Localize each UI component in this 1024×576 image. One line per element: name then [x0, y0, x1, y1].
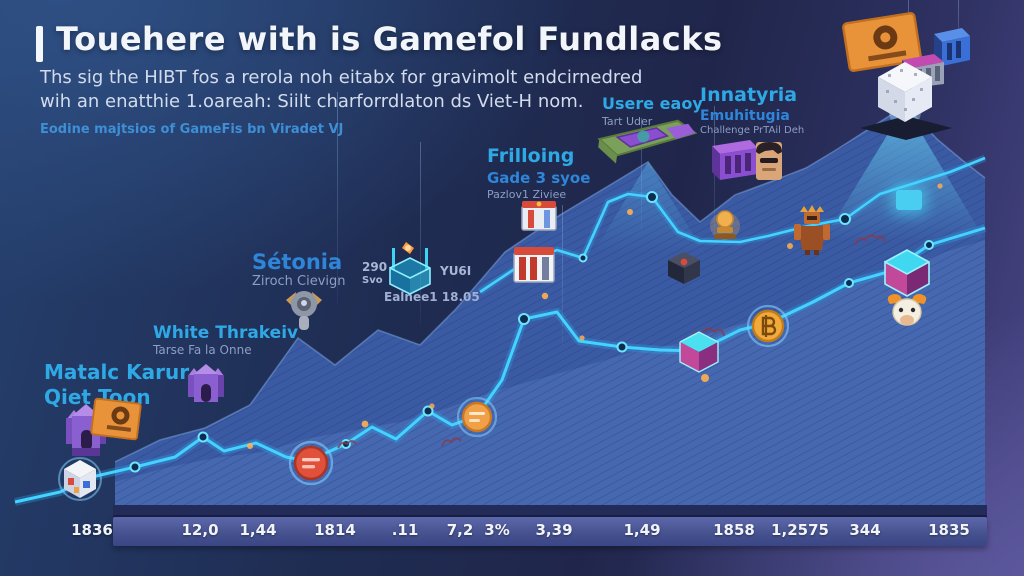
holo-label-bottom: Ealnee1 18.05: [384, 290, 480, 304]
subtitle-line2: wih an enatthie 1.oareah: Siilt charforr…: [40, 91, 584, 113]
callout-usere: Usere eaoy Tart Uder: [602, 94, 703, 129]
axis-tick-label: 1,49: [623, 521, 661, 539]
callout-setonia: Sétonia Ziroch Cievign: [252, 250, 346, 289]
subtitle-line1: Ths sig the HIBT fos a rerola noh eitabx…: [40, 67, 643, 88]
plot-base-strip: [113, 505, 987, 518]
callout-usere-line2: Tart Uder: [602, 114, 653, 128]
summit-halo: [889, 96, 921, 128]
callout-innatyria-line1: Innatyria: [700, 84, 798, 106]
connector-line: [641, 118, 642, 230]
callout-setonia-line2: Ziroch Cievign: [252, 274, 346, 289]
callout-innatyria-line3: Challenge PrTAil Deh: [700, 125, 805, 137]
subtitle: Ths sig the HIBT fos a rerola noh eitabx…: [40, 66, 642, 115]
spark-dots: [247, 183, 943, 449]
connector-line: [958, 0, 959, 58]
callout-white-thrak-line1: White Thrakeiv: [153, 323, 299, 343]
axis-tick-label: 344: [849, 521, 881, 539]
callout-frilloing-line2: Gade 3 syoe: [487, 168, 591, 187]
axis-tick-label: 1836: [71, 521, 113, 539]
callout-frilloing-line3: Pazlov1 Ziviee: [487, 188, 567, 202]
connector-line: [562, 205, 563, 345]
axis-tick-label: 7,2: [446, 521, 474, 539]
line-upper: [479, 156, 986, 294]
callout-white-thrak-line2: Tarse Fa la Onne: [153, 343, 252, 357]
callout-matalc-line2: Qiet Toon: [44, 385, 151, 409]
callout-innatyria: Innatyria Emuhitugia Challenge PrTAil De…: [700, 84, 804, 138]
title-accent-bar: [36, 26, 43, 62]
ridge-highlight: [114, 104, 986, 463]
mountain-front-texture: [115, 240, 985, 505]
callout-setonia-line1: Sétonia: [252, 250, 343, 274]
axis-tick-label: 1,44: [239, 521, 277, 539]
holo-label-left-bottom: Svo: [362, 275, 383, 286]
callout-usere-line1: Usere eaoy: [602, 94, 703, 113]
callout-frilloing: Frilloing Gade 3 syoe Pazlov1 Ziviee: [487, 144, 590, 202]
callout-matalc: Matalc Karur Qiet Toon: [44, 360, 189, 410]
callout-innatyria-line2: Emuhitugia: [700, 107, 790, 124]
axis-tick-label: 1,2575: [771, 521, 829, 539]
caption: Eodine majtsios of GameFis bn Viradet VJ: [40, 122, 344, 137]
connector-line: [420, 142, 421, 324]
callout-matalc-line1: Matalc Karur: [44, 360, 190, 384]
axis-tick-label: 12,0: [181, 521, 219, 539]
axis-tick-label: .11: [391, 521, 419, 539]
axis-tick-label: 3,39: [535, 521, 573, 539]
holo-label-left-top: 290: [362, 260, 388, 274]
axis-tick-label: 1858: [713, 521, 755, 539]
connector-line: [908, 0, 909, 84]
axis-tick-label: 1835: [928, 521, 970, 539]
line-node-rings: [129, 191, 934, 473]
holo-label-right: YU6I: [440, 264, 472, 278]
page-title: Touehere with is Gamefol Fundlacks: [56, 20, 723, 58]
callout-white-thrak: White Thrakeiv Tarse Fa la Onne: [153, 323, 298, 357]
callout-frilloing-line1: Frilloing: [487, 145, 575, 167]
x-axis-bar: 1836 12,0 1,44 1814 .11 7,2 3% 3,39 1,49…: [71, 517, 987, 546]
axis-tick-label: 3%: [484, 521, 510, 539]
connector-line: [337, 92, 338, 304]
axis-tick-label: 1814: [314, 521, 356, 539]
